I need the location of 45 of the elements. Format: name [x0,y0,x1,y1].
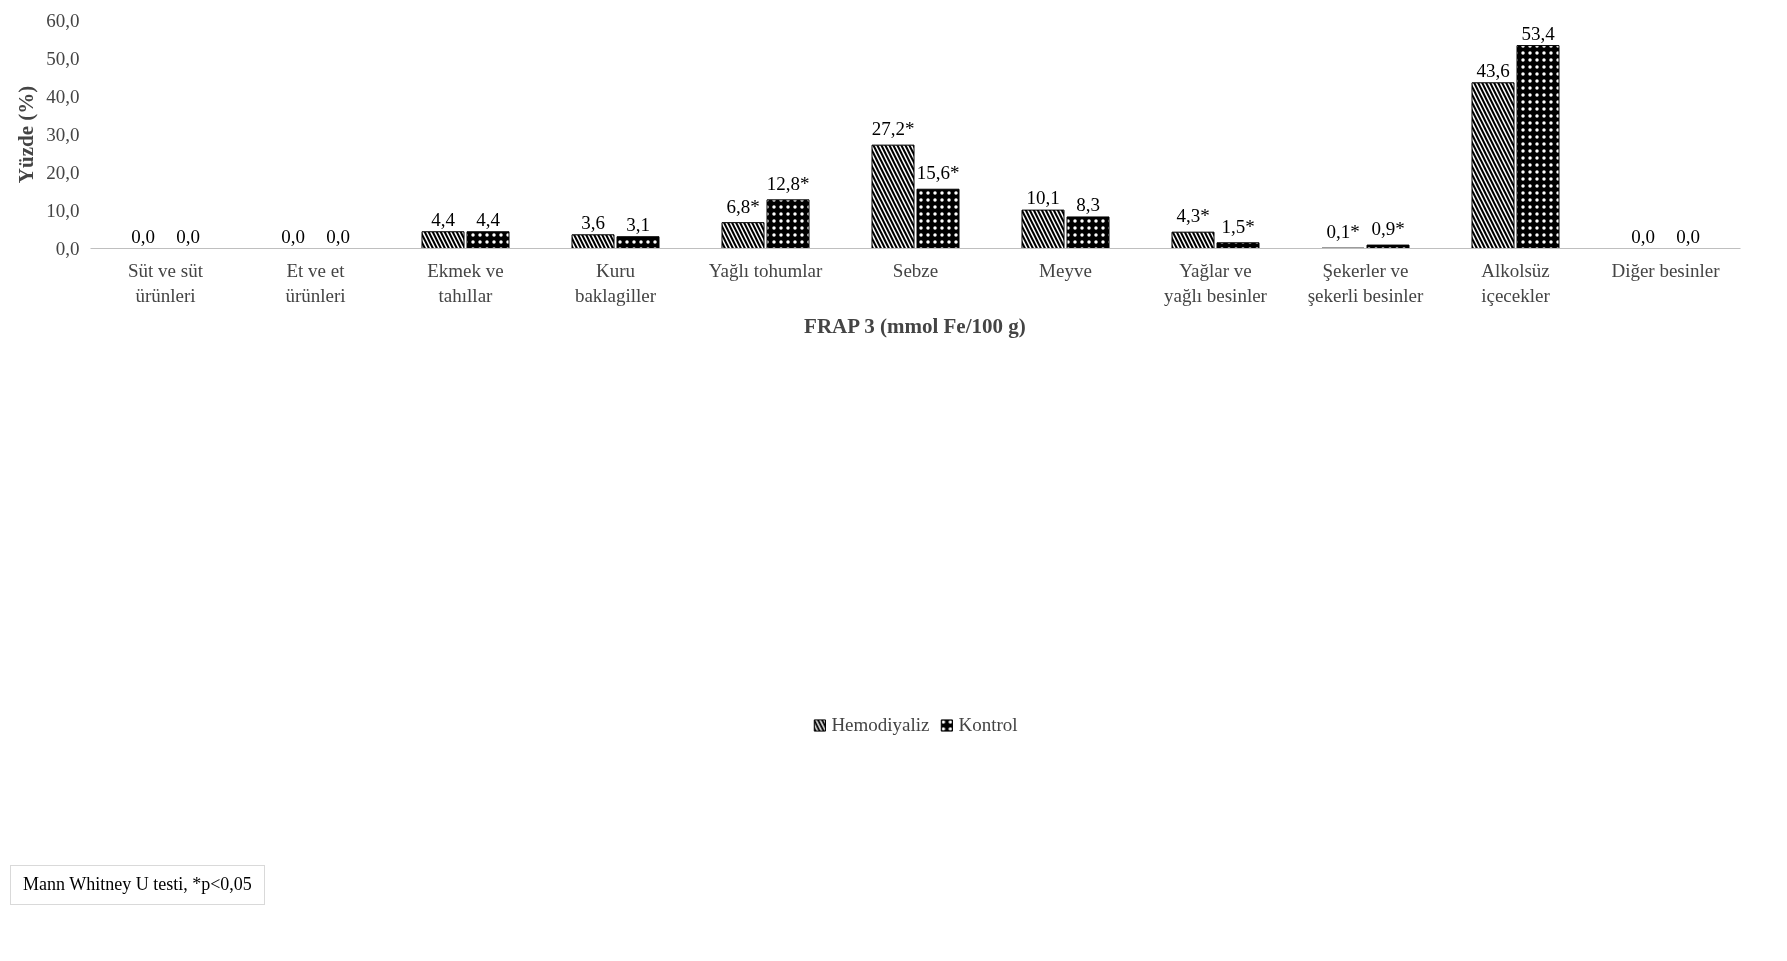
data-label: 4,4 [476,208,501,230]
data-label: 4,3* [1176,205,1210,227]
data-label: 3,1 [626,213,650,235]
text: Mann Whitney U testi, *p<0,05 [23,873,252,896]
data-label: 43,6 [1476,59,1510,81]
x-tick-label: Yağlar ve yağlı besinler [1164,259,1268,306]
x-tick-label: Süt ve süt ürünleri [128,259,204,306]
data-label: 0,0 [326,225,350,247]
x-tick-label: Şekerler ve şekerli besinler [1307,259,1424,306]
data-label: 6,8* [726,195,760,217]
data-label: 0,0 [176,225,200,247]
x-tick-label: Kuru baklagiller [574,259,657,306]
data-label: 15,6* [916,162,960,184]
data-label: 53,4 [1521,22,1556,44]
data-label: 1,5* [1221,215,1255,237]
data-label: 0,1* [1326,221,1360,243]
y-tick-label: 60,0 [46,10,80,31]
x-tick-label: Ekmek ve tahıllar [427,259,504,306]
data-label: 0,0 [1631,225,1655,247]
x-tick-label: Et ve et ürünleri [285,259,346,306]
data-label: 8,3 [1076,193,1100,215]
x-tick-label: Meyve [1039,259,1092,281]
data-label: 10,1 [1026,187,1060,209]
data-label: 3,6 [581,211,605,233]
y-tick-label: 30,0 [46,124,80,145]
x-tick-label: Alkolsüz içecekler [1481,259,1551,306]
data-label: 0,0 [281,225,305,247]
x-tick-label: Yağlı tohumlar [708,259,823,281]
x-tick-label: Diğer besinler [1611,259,1721,281]
y-axis-title: Yüzde (%) [14,85,39,184]
data-label: 12,8* [766,172,810,194]
y-tick-label: 20,0 [46,162,80,183]
data-label: 0,0 [131,225,155,247]
data-label: 4,4 [431,208,456,230]
y-tick-label: 40,0 [46,86,80,107]
data-label: 0,0 [1676,225,1700,247]
y-tick-label: 10,0 [46,200,80,221]
x-axis-title: FRAP 3 (mmol Fe/100 g) [804,313,1026,338]
y-tick-label: 0,0 [55,238,80,259]
x-tick-label: Sebze [892,259,939,281]
legend-label: Kontrol [958,713,1018,736]
data-label: 0,9* [1371,218,1405,240]
data-label: 27,2* [871,118,915,140]
legend-label: Hemodiyaliz [831,713,930,736]
y-tick-label: 50,0 [46,48,80,69]
